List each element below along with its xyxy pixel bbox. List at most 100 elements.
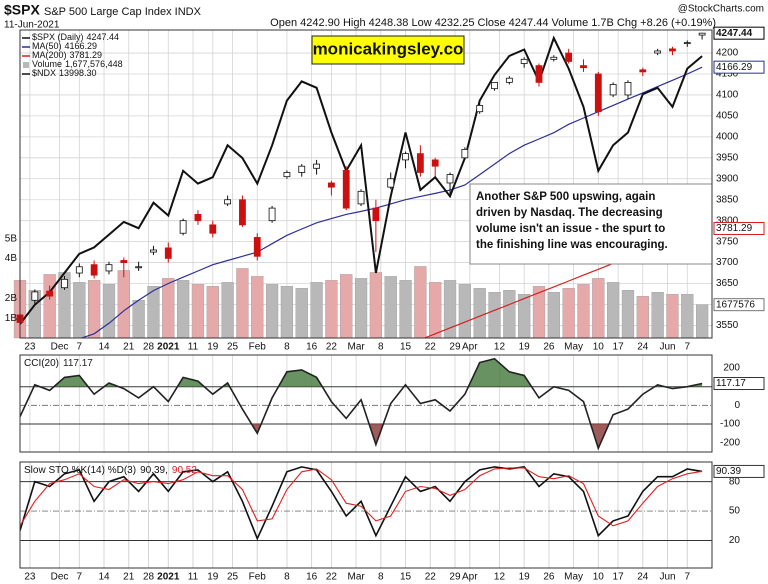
y-tick-label: 3850 <box>716 194 739 205</box>
x-tick-label: Mar <box>347 572 365 583</box>
candle-body <box>624 81 632 96</box>
legend-text: $NDX <box>32 68 56 78</box>
candle-body <box>342 169 350 209</box>
annotation-line: volume isn't an issue - the spurt to <box>476 223 665 235</box>
series-line <box>20 467 703 527</box>
x-tick-label: 11 <box>188 572 199 583</box>
label-layer: 23 Dec 7 14 21 28 2021 11 19 25 Feb 8 16 22 Mar 8 15 22 29… <box>5 26 765 583</box>
candle-body <box>120 260 128 263</box>
x-tick-label: Jun <box>659 342 675 353</box>
watermark-box <box>311 35 465 65</box>
x-tick-label: 25 <box>227 572 239 583</box>
legend-entry: MA(50) 4166.29 <box>32 41 97 51</box>
legend-text: MA(50) <box>32 41 62 51</box>
legend-text: 117.17 <box>63 358 93 369</box>
legend-text: MA(200) <box>32 50 67 60</box>
candle-body <box>135 266 143 269</box>
volume-bar <box>43 274 56 339</box>
volume-bar <box>681 294 694 339</box>
x-tick-label: 12 <box>494 342 506 353</box>
legend-text: 4247.44 <box>87 32 120 42</box>
candle-body <box>698 32 706 36</box>
candle-body <box>446 174 454 184</box>
y-tick-label: 3750 <box>716 236 739 247</box>
candle-body <box>535 65 543 83</box>
volume-bar <box>607 282 620 339</box>
x-tick-label: 16 <box>306 572 318 583</box>
annotation-line: Another S&P 500 upswing, again <box>476 191 655 203</box>
volume-bar <box>176 280 190 339</box>
x-tick-label: May <box>564 342 583 353</box>
volume-bar <box>354 278 368 339</box>
x-tick-label: 15 <box>400 572 412 583</box>
y-tick-label: 4150 <box>716 69 739 80</box>
candle-body <box>654 50 662 54</box>
source: @StockCharts.com <box>678 4 764 15</box>
candle-body <box>476 105 484 113</box>
y-tick-label: 3650 <box>716 278 739 289</box>
panel-frame <box>19 29 713 339</box>
candle-body <box>402 153 409 161</box>
x-tick-label: 26 <box>543 342 555 353</box>
volume-bar <box>221 282 234 339</box>
end-label: 1677576 <box>716 299 755 310</box>
volume-bar <box>621 290 635 339</box>
x-tick-label: 23 <box>24 572 36 583</box>
volume-bar <box>295 288 308 339</box>
candle-body <box>283 172 291 178</box>
x-tick-label: 28 <box>143 342 155 353</box>
end-label-box <box>713 60 765 74</box>
panel-frame <box>19 354 713 453</box>
candle-body <box>639 69 647 73</box>
series-line <box>20 35 703 325</box>
legend-text: 1,677,576,448 <box>65 59 123 69</box>
volume-bar <box>102 284 116 339</box>
candle-body <box>224 199 232 205</box>
legend-entry: $NDX 13998.30 <box>32 68 97 78</box>
y2-tick-label: 4B <box>5 253 18 264</box>
y-tick-label: 4000 <box>716 131 739 142</box>
volume-bar <box>251 276 264 339</box>
end-label-box <box>713 298 765 312</box>
volume-bar <box>666 294 679 339</box>
chart-date: 11-Jun-2021 <box>4 20 60 31</box>
x-tick-label: 29 <box>449 342 461 353</box>
x-tick-label: Jun <box>659 572 675 583</box>
legend-text: 4166.29 <box>65 41 98 51</box>
series-line <box>79 66 703 338</box>
end-label-box <box>713 26 765 40</box>
volume-bar <box>191 284 205 339</box>
volume-bar <box>132 300 145 339</box>
x-tick-label: 17 <box>613 572 625 583</box>
x-tick-label: 14 <box>98 342 110 353</box>
volume-bar <box>265 284 279 339</box>
candle-body <box>150 249 157 253</box>
series-line <box>20 466 703 541</box>
volume-bar <box>147 286 160 339</box>
x-tick-label: 7 <box>685 342 691 353</box>
annotation-line: driven by Nasdaq. The decreasing <box>476 207 663 219</box>
legend-entry: MA(200) 3781.29 <box>32 50 102 60</box>
legend-text: 3781.29 <box>70 50 103 60</box>
volume-bar <box>429 282 442 339</box>
x-tick-label: Apr <box>462 342 478 353</box>
x-tick-label: 2021 <box>157 572 180 583</box>
x-tick-label: Feb <box>249 342 267 353</box>
volume-bar <box>310 282 323 339</box>
x-tick-label: 12 <box>494 572 506 583</box>
data-layer <box>13 32 709 541</box>
x-tick-label: 8 <box>378 342 384 353</box>
end-label: 90.39 <box>716 466 741 477</box>
annotation-box <box>469 183 713 265</box>
volume-bar <box>592 278 605 339</box>
x-tick-label: 22 <box>326 572 338 583</box>
y-tick-label: 4050 <box>716 111 739 122</box>
candle-body <box>105 264 113 272</box>
legend-text: 90.52 <box>172 465 197 476</box>
end-label: 4247.44 <box>716 28 753 39</box>
volume-bar <box>325 280 338 339</box>
volume-bar <box>88 280 101 339</box>
x-tick-label: 22 <box>425 572 437 583</box>
x-tick-label: Mar <box>347 342 365 353</box>
